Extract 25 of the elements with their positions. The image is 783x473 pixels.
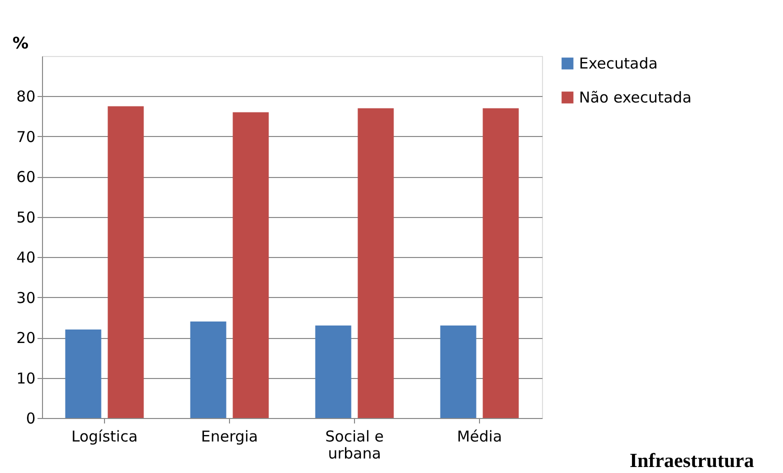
legend-label: Executada [579,54,658,72]
y-axis-title: % [12,34,29,52]
bar [65,330,102,418]
bar [358,108,394,418]
bar [482,108,519,418]
legend-label: Não executada [579,88,692,106]
y-tick-label: 80 [16,88,36,106]
y-tick-label: 20 [16,329,36,348]
x-tick-label: Social e urbana [325,428,384,462]
y-tick-label: 0 [26,410,36,428]
y-tick-label: 40 [16,248,36,267]
x-tick-label: Média [456,428,502,446]
bar [190,321,226,418]
bar [108,106,144,418]
y-tick-label: 70 [16,128,36,146]
y-tick-label: 10 [16,369,36,388]
y-tick-label: 50 [16,208,36,226]
bar [232,112,269,418]
y-tick-label: 30 [16,288,36,307]
text: Infraestrutura [630,450,754,472]
y-tick-label: 60 [16,168,36,186]
x-tick-label: Energia [201,428,258,446]
bar [440,325,476,418]
x-tick-label: Logística [71,428,138,446]
bar [315,325,352,418]
